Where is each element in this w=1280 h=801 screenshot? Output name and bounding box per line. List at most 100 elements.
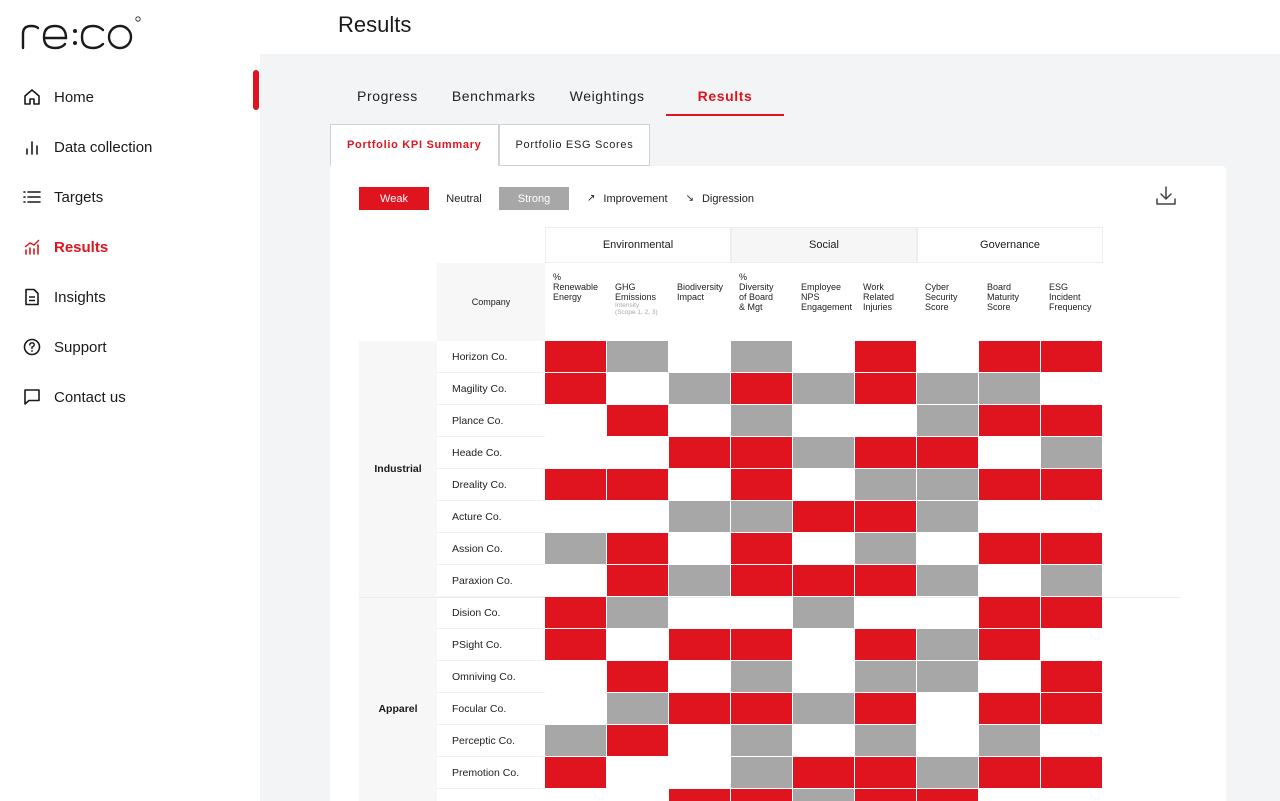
kpi-cell-neutral[interactable] xyxy=(855,405,917,437)
kpi-cell-weak[interactable] xyxy=(607,725,669,757)
kpi-cell-neutral[interactable] xyxy=(669,597,731,629)
company-name-cell[interactable]: Dreality Co. xyxy=(437,469,545,501)
kpi-cell-neutral[interactable] xyxy=(793,725,855,757)
kpi-cell-strong[interactable] xyxy=(731,661,793,693)
kpi-cell-weak[interactable] xyxy=(669,693,731,725)
company-name-cell[interactable]: Plance Co. xyxy=(437,405,545,437)
kpi-cell-neutral[interactable] xyxy=(669,661,731,693)
kpi-cell-weak[interactable] xyxy=(607,565,669,597)
kpi-cell-strong[interactable] xyxy=(545,533,607,565)
kpi-cell-neutral[interactable] xyxy=(607,501,669,533)
kpi-cell-neutral[interactable] xyxy=(979,789,1041,801)
kpi-cell-strong[interactable] xyxy=(793,693,855,725)
company-name-cell[interactable]: Assion Co. xyxy=(437,533,545,565)
company-name-cell[interactable]: Paraxion Co. xyxy=(437,565,545,597)
sidebar-item-results[interactable]: Results xyxy=(22,222,242,272)
kpi-cell-weak[interactable] xyxy=(855,437,917,469)
kpi-cell-strong[interactable] xyxy=(917,501,979,533)
kpi-cell-strong[interactable] xyxy=(607,341,669,373)
kpi-cell-strong[interactable] xyxy=(669,565,731,597)
kpi-cell-strong[interactable] xyxy=(917,469,979,501)
kpi-cell-weak[interactable] xyxy=(731,373,793,405)
kpi-cell-neutral[interactable] xyxy=(855,597,917,629)
kpi-cell-weak[interactable] xyxy=(607,661,669,693)
tab-benchmarks[interactable]: Benchmarks xyxy=(451,88,536,104)
kpi-cell-weak[interactable] xyxy=(669,437,731,469)
tab-weightings[interactable]: Weightings xyxy=(569,88,645,104)
kpi-cell-weak[interactable] xyxy=(979,341,1041,373)
kpi-cell-weak[interactable] xyxy=(979,693,1041,725)
sidebar-item-data-collection[interactable]: Data collection xyxy=(22,122,242,172)
kpi-cell-weak[interactable] xyxy=(731,437,793,469)
download-icon[interactable] xyxy=(1154,184,1178,208)
sidebar-item-targets[interactable]: Targets xyxy=(22,172,242,222)
kpi-cell-weak[interactable] xyxy=(855,565,917,597)
tab-progress[interactable]: Progress xyxy=(357,88,418,104)
kpi-cell-neutral[interactable] xyxy=(1041,629,1103,661)
kpi-cell-neutral[interactable] xyxy=(545,437,607,469)
sidebar-item-insights[interactable]: Insights xyxy=(22,272,242,322)
kpi-cell-strong[interactable] xyxy=(793,789,855,801)
kpi-cell-weak[interactable] xyxy=(731,693,793,725)
kpi-cell-strong[interactable] xyxy=(1041,437,1103,469)
kpi-cell-neutral[interactable] xyxy=(607,789,669,801)
kpi-cell-weak[interactable] xyxy=(917,437,979,469)
kpi-cell-strong[interactable] xyxy=(731,405,793,437)
kpi-cell-weak[interactable] xyxy=(607,469,669,501)
kpi-cell-weak[interactable] xyxy=(1041,597,1103,629)
kpi-cell-neutral[interactable] xyxy=(1041,373,1103,405)
kpi-cell-weak[interactable] xyxy=(731,789,793,801)
kpi-cell-neutral[interactable] xyxy=(917,341,979,373)
kpi-cell-neutral[interactable] xyxy=(607,629,669,661)
kpi-cell-neutral[interactable] xyxy=(1041,789,1103,801)
kpi-cell-neutral[interactable] xyxy=(669,405,731,437)
kpi-cell-weak[interactable] xyxy=(669,789,731,801)
kpi-cell-weak[interactable] xyxy=(855,341,917,373)
kpi-cell-weak[interactable] xyxy=(979,757,1041,789)
kpi-cell-weak[interactable] xyxy=(979,405,1041,437)
kpi-cell-strong[interactable] xyxy=(917,629,979,661)
company-name-cell[interactable]: Heade Co. xyxy=(437,437,545,469)
kpi-cell-neutral[interactable] xyxy=(545,789,607,801)
kpi-cell-strong[interactable] xyxy=(607,693,669,725)
kpi-cell-strong[interactable] xyxy=(793,597,855,629)
kpi-cell-weak[interactable] xyxy=(855,373,917,405)
kpi-cell-neutral[interactable] xyxy=(917,725,979,757)
kpi-cell-neutral[interactable] xyxy=(545,693,607,725)
kpi-cell-weak[interactable] xyxy=(1041,693,1103,725)
kpi-cell-neutral[interactable] xyxy=(669,533,731,565)
kpi-cell-weak[interactable] xyxy=(1041,661,1103,693)
kpi-cell-weak[interactable] xyxy=(855,629,917,661)
kpi-cell-strong[interactable] xyxy=(669,501,731,533)
kpi-cell-weak[interactable] xyxy=(979,533,1041,565)
kpi-cell-strong[interactable] xyxy=(979,373,1041,405)
kpi-cell-neutral[interactable] xyxy=(979,565,1041,597)
kpi-cell-neutral[interactable] xyxy=(669,341,731,373)
kpi-cell-strong[interactable] xyxy=(669,373,731,405)
kpi-cell-neutral[interactable] xyxy=(1041,725,1103,757)
subtab-portfolio-kpi-summary[interactable]: Portfolio KPI Summary xyxy=(330,124,499,166)
kpi-cell-strong[interactable] xyxy=(731,501,793,533)
kpi-cell-weak[interactable] xyxy=(545,373,607,405)
kpi-cell-neutral[interactable] xyxy=(545,565,607,597)
kpi-cell-weak[interactable] xyxy=(1041,469,1103,501)
subtab-portfolio-esg-scores[interactable]: Portfolio ESG Scores xyxy=(498,124,651,166)
kpi-cell-neutral[interactable] xyxy=(545,501,607,533)
kpi-cell-weak[interactable] xyxy=(979,629,1041,661)
kpi-cell-neutral[interactable] xyxy=(917,693,979,725)
kpi-cell-weak[interactable] xyxy=(545,629,607,661)
kpi-cell-neutral[interactable] xyxy=(917,533,979,565)
kpi-cell-neutral[interactable] xyxy=(669,757,731,789)
kpi-cell-weak[interactable] xyxy=(731,629,793,661)
kpi-cell-neutral[interactable] xyxy=(731,597,793,629)
tab-results[interactable]: Results xyxy=(665,76,785,116)
kpi-cell-strong[interactable] xyxy=(731,341,793,373)
kpi-cell-weak[interactable] xyxy=(545,341,607,373)
kpi-cell-strong[interactable] xyxy=(917,373,979,405)
kpi-cell-strong[interactable] xyxy=(855,661,917,693)
kpi-cell-weak[interactable] xyxy=(793,757,855,789)
sidebar-item-contact-us[interactable]: Contact us xyxy=(22,372,242,422)
company-name-cell[interactable]: Dision Co. xyxy=(437,597,545,629)
kpi-cell-neutral[interactable] xyxy=(607,757,669,789)
kpi-cell-strong[interactable] xyxy=(855,725,917,757)
